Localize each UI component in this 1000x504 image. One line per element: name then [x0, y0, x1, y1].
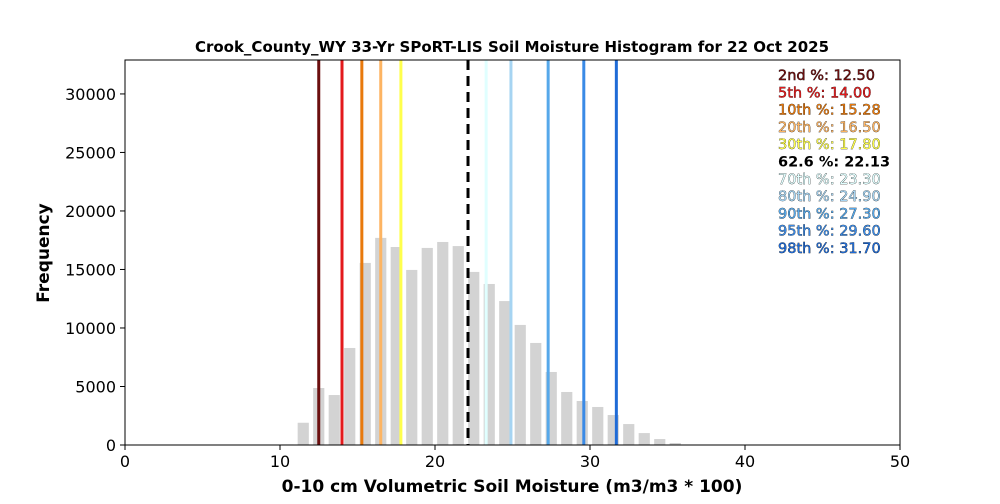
y-tick-label: 10000: [65, 319, 116, 338]
chart-title: Crook_County_WY 33-Yr SPoRT-LIS Soil Moi…: [195, 38, 829, 56]
y-tick-label: 25000: [65, 143, 116, 162]
x-tick-label: 30: [580, 452, 600, 471]
legend-entry: 98th %: 31.70: [778, 241, 881, 257]
legend-entry: 80th %: 24.90: [778, 189, 881, 205]
histogram-bar: [545, 371, 557, 445]
histogram-bar: [530, 342, 542, 445]
histogram-bar: [483, 283, 495, 445]
x-tick-label: 40: [735, 452, 755, 471]
histogram-bar: [390, 247, 402, 445]
histogram-bar: [344, 347, 356, 445]
x-axis-label: 0-10 cm Volumetric Soil Moisture (m3/m3 …: [282, 477, 743, 497]
y-tick-label: 15000: [65, 260, 116, 279]
legend-entry: 20th %: 16.50: [778, 120, 881, 136]
legend-entry: 62.6 %: 22.13: [778, 155, 890, 171]
x-tick-label: 20: [425, 452, 445, 471]
histogram-bar: [592, 406, 604, 445]
histogram-bar: [669, 443, 681, 445]
legend-entry: 95th %: 29.60: [778, 224, 881, 240]
histogram-bar: [654, 439, 666, 445]
histogram-bar: [297, 422, 309, 445]
histogram-bar: [328, 395, 340, 445]
y-tick-label: 5000: [75, 377, 116, 396]
y-axis-label: Frequency: [34, 203, 54, 303]
legend-entry: 2nd %: 12.50: [778, 68, 875, 84]
legend-entry: 5th %: 14.00: [778, 85, 872, 101]
histogram-bar: [623, 424, 635, 445]
y-tick-label: 0: [106, 436, 116, 455]
histogram-bar: [437, 241, 449, 445]
histogram-bar: [576, 401, 588, 445]
histogram-bar: [514, 324, 526, 445]
legend-entry: 90th %: 27.30: [778, 206, 881, 222]
histogram-bar: [607, 415, 619, 445]
y-tick-label: 20000: [65, 202, 116, 221]
histogram-bar: [499, 301, 511, 445]
x-tick-label: 50: [890, 452, 910, 471]
legend-entry: 70th %: 23.30: [778, 172, 881, 188]
y-tick-label: 30000: [65, 85, 116, 104]
legend-entry: 30th %: 17.80: [778, 137, 881, 153]
histogram-bar: [359, 262, 371, 445]
histogram-bar: [406, 269, 418, 445]
histogram-bar: [561, 391, 573, 445]
histogram-bar: [468, 271, 480, 445]
legend-entry: 10th %: 15.28: [778, 103, 881, 119]
x-tick-label: 10: [270, 452, 290, 471]
histogram-bar: [638, 433, 650, 445]
x-tick-label: 0: [120, 452, 130, 471]
plot-frame: [124, 59, 901, 446]
histogram-bar: [452, 246, 464, 445]
histogram-bar: [421, 247, 433, 445]
